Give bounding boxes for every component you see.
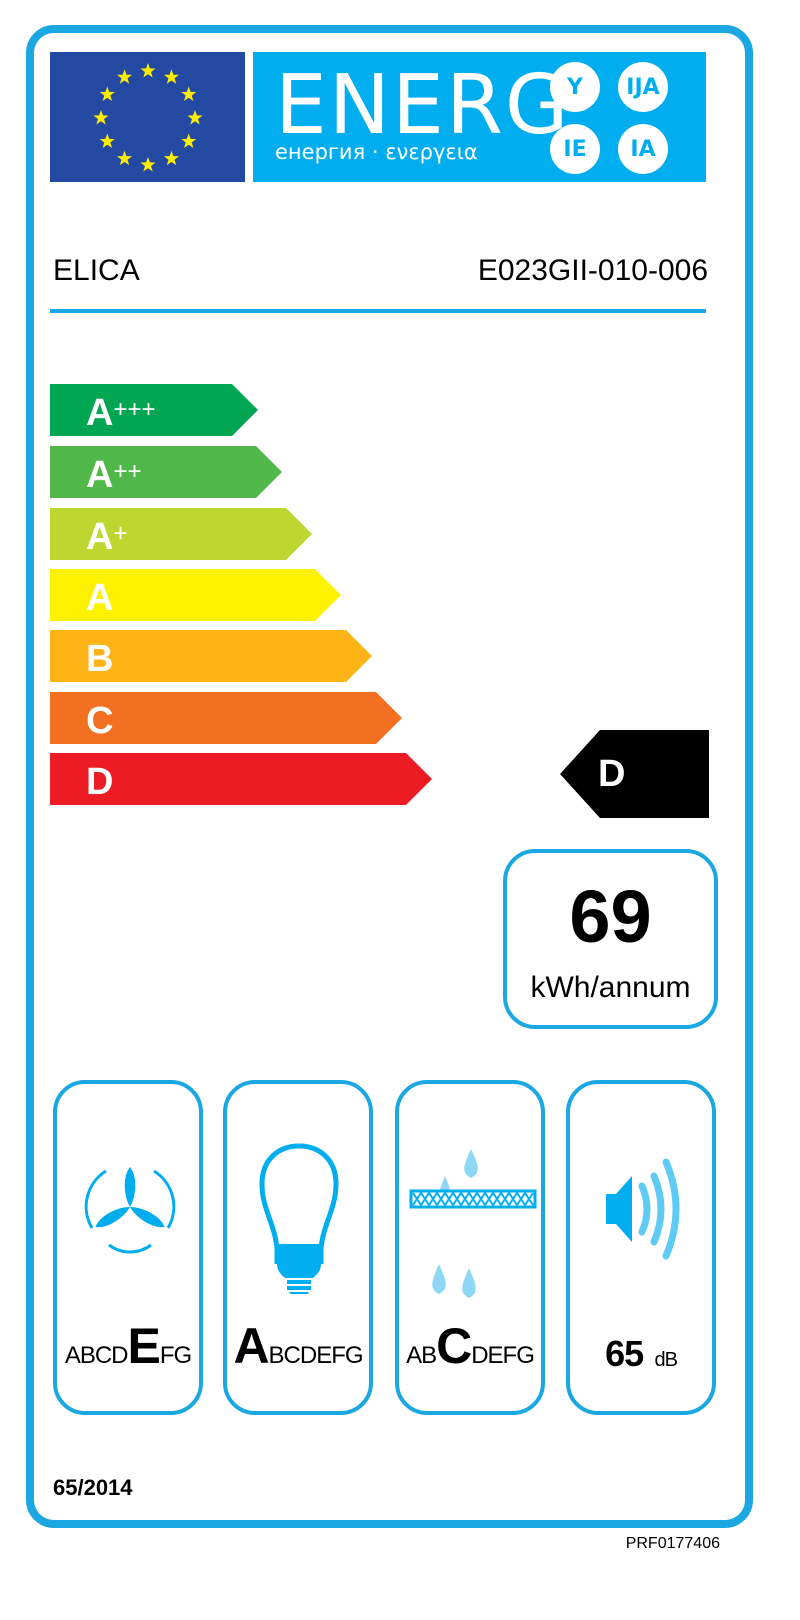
- energy-title: ENERG: [275, 58, 571, 153]
- supplier-name: ELICA: [53, 254, 140, 287]
- grease-filter-icon: [409, 1149, 537, 1298]
- eu-stars-icon: [93, 63, 203, 172]
- scale-plus: +: [113, 520, 128, 547]
- suffix-ia: IA: [618, 124, 668, 174]
- scale-label: C: [86, 700, 114, 742]
- noise-value: 65 dB: [605, 1333, 678, 1374]
- star-icon: [140, 157, 156, 172]
- scale-bar-ap: A+: [50, 508, 312, 560]
- star-icon: [93, 110, 109, 125]
- scale-bar-c: C: [50, 692, 402, 744]
- star-icon: [163, 150, 180, 166]
- energy-subtitle: енергия · ενεργεια: [275, 140, 478, 164]
- rating-value: D: [598, 753, 626, 795]
- label-frame: [26, 25, 753, 1528]
- lighting-class-scale: ABCDEFG: [233, 1318, 363, 1374]
- star-icon: [181, 86, 197, 101]
- model-id: E023GII-010-006: [477, 254, 708, 287]
- scale-label: A: [86, 516, 114, 558]
- star-icon: [99, 133, 115, 148]
- consumption-unit: kWh/annum: [530, 971, 691, 1004]
- star-icon: [140, 63, 156, 78]
- suffix-ija: IJA: [618, 62, 668, 112]
- scale-label: B: [86, 638, 114, 680]
- lighting-efficiency-box: ABCDEFG: [223, 1080, 373, 1415]
- fan-efficiency-box: ABCDEFG: [53, 1080, 203, 1415]
- star-icon: [116, 150, 133, 166]
- eu-flag: [50, 52, 245, 182]
- regulation-number: 65/2014: [53, 1475, 133, 1500]
- noise-box: 65 dB: [566, 1080, 716, 1415]
- divider: [50, 309, 706, 313]
- consumption-box: 69 kWh/annum: [503, 849, 718, 1029]
- consumption-value: 69: [569, 875, 652, 958]
- star-icon: [181, 133, 197, 148]
- scale-bar-a: A: [50, 569, 341, 621]
- scale-label: A: [86, 392, 114, 434]
- grease-filter-box: ABCDEFG: [395, 1080, 545, 1415]
- scale-label: A: [86, 577, 114, 619]
- fan-icon: [84, 1167, 176, 1254]
- fan-class-scale: ABCDEFG: [64, 1318, 192, 1374]
- scale-label: D: [86, 761, 114, 803]
- suffix-ie: IE: [550, 124, 600, 174]
- scale-plus: ++: [113, 458, 142, 485]
- scale-plus: +++: [113, 396, 156, 423]
- scale-bar-appp: A+++: [50, 384, 258, 436]
- star-icon: [99, 86, 115, 101]
- suffix-y: Y: [550, 62, 600, 112]
- scale-bar-app: A++: [50, 446, 282, 498]
- star-icon: [163, 69, 180, 84]
- filter-class-scale: ABCDEFG: [406, 1318, 535, 1374]
- speaker-icon: [606, 1158, 680, 1260]
- star-icon: [187, 110, 203, 125]
- light-bulb-icon: [259, 1143, 339, 1294]
- label-code: PRF0177406: [625, 1535, 720, 1552]
- scale-bar-d: D: [50, 753, 432, 805]
- scale-label: A: [86, 454, 114, 496]
- star-icon: [116, 69, 133, 84]
- energy-banner: ENERG енергия · ενεργεια Y IJA IE IA: [253, 52, 706, 182]
- scale-bar-b: B: [50, 630, 372, 682]
